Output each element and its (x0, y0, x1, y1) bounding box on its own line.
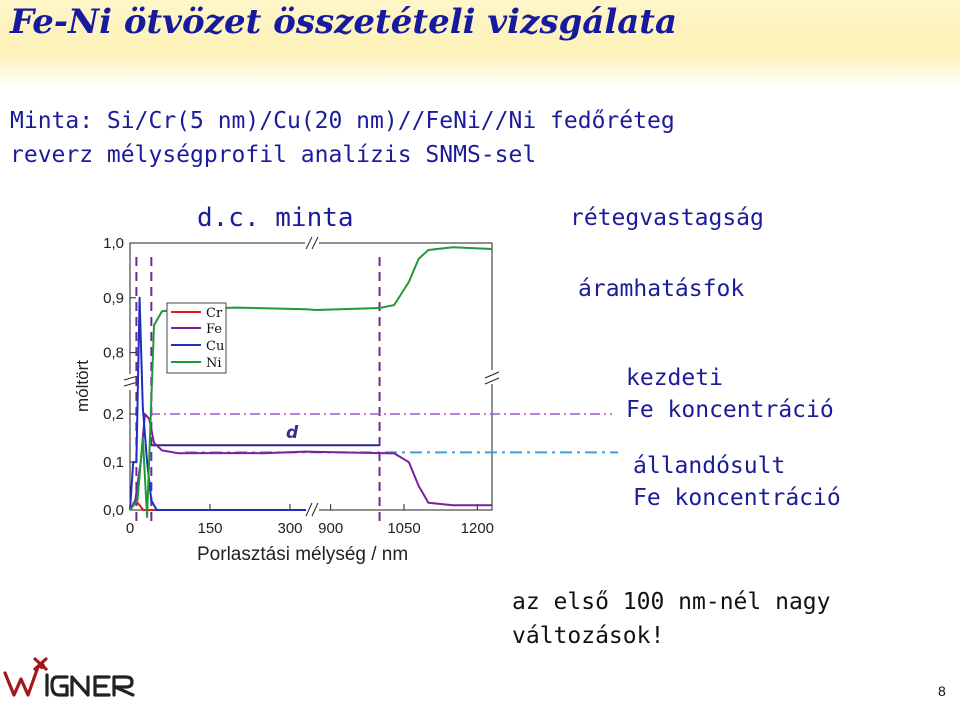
label-current-efficiency: áramhatásfok (578, 276, 745, 302)
series-line-ni (129, 246, 493, 518)
title-band (0, 0, 960, 88)
subtitle-line-1: Minta: Si/Cr(5 nm)/Cu(20 nm)//FeNi//Ni f… (10, 108, 675, 134)
y-tick-label: 0,2 (103, 406, 124, 423)
x-tick-label: 900 (318, 520, 343, 537)
plot-frame (129, 242, 493, 511)
label-steady-line1: állandósult (633, 453, 786, 479)
note: az első 100 nm-nél nagy változások! (512, 585, 831, 653)
series-line-cu (129, 296, 306, 511)
y-tick-label: 0,0 (103, 502, 124, 519)
y-axis-title: móltört (73, 360, 92, 412)
label-thickness: rétegvastagság (570, 205, 764, 231)
legend: Cr Fe Cu Ni (166, 302, 227, 374)
x-tick-label: 1200 (461, 520, 494, 537)
page-title: Fe-Ni ötvözet összetételi vizsgálata (10, 2, 678, 42)
x-tick-label: 150 (197, 520, 222, 537)
page-number: 8 (938, 683, 946, 699)
x-tick-label: 0 (126, 520, 134, 537)
x-axis-title: Porlasztási mélység / nm (197, 544, 408, 565)
y-tick-label: 0,1 (103, 454, 124, 471)
axis-break-x-top (305, 236, 319, 250)
wigner-logo (2, 655, 142, 709)
d-annotation: d (286, 423, 299, 443)
legend-label-cu: Cu (206, 339, 224, 354)
x-tick-label: 1050 (387, 520, 420, 537)
label-steady-line2: Fe koncentráció (633, 485, 841, 511)
note-line-2: változások! (512, 623, 665, 649)
y-tick-label: 0,8 (103, 345, 124, 362)
axis-break-y-right (484, 370, 500, 385)
legend-label-cr: Cr (206, 306, 223, 321)
subtitle-line-2: reverz mélységprofil analízis SNMS-sel (10, 142, 537, 168)
y-tick-label: 1,0 (103, 235, 124, 252)
legend-label-ni: Ni (206, 356, 222, 371)
series-line-fe (129, 413, 492, 511)
wigner-logo-graphic (3, 657, 135, 697)
y-tick-label: 0,9 (103, 290, 124, 307)
legend-label-fe: Fe (206, 322, 222, 337)
label-initial-line1: kezdeti (626, 365, 723, 391)
label-initial-line2: Fe koncentráció (626, 397, 834, 423)
note-line-1: az első 100 nm-nél nagy (512, 589, 831, 615)
x-tick-label: 300 (277, 520, 302, 537)
axis-break-x-bottom (305, 502, 319, 517)
chart-title: d.c. minta (197, 203, 354, 233)
